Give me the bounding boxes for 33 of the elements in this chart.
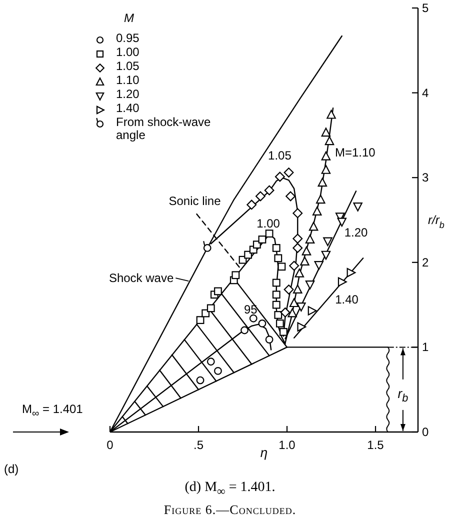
x-tick-label: .5 <box>194 438 204 452</box>
y-tick-label: 3 <box>422 170 429 185</box>
y-axis-title: r/r$_{b}$ <box>428 213 444 230</box>
x-tick-label: 1.0 <box>278 438 296 452</box>
annotation: 1.40 <box>335 292 359 306</box>
x-tick-label: 1.5 <box>367 438 384 452</box>
annotation: 95 <box>244 302 258 316</box>
text: (d) <box>4 462 19 476</box>
legend-label: 1.05 <box>116 58 140 74</box>
text: (d) M$_{∞}$ = 1.401. <box>184 480 276 498</box>
annotation: r$_{b}$ <box>396 386 410 404</box>
x-tick-label: 0 <box>106 438 114 452</box>
y-tick-label: 5 <box>422 1 429 15</box>
caption: Figure 6.—Concluded. <box>162 502 298 518</box>
annotation: 1.00 <box>256 216 280 230</box>
legend-label: 1.00 <box>116 44 140 60</box>
y-tick-label: 2 <box>422 255 429 270</box>
y-tick-label: 1 <box>422 340 429 354</box>
text: M$_{∞}$ = 1.401 <box>22 402 83 420</box>
annotation: M=1.10 <box>334 146 376 160</box>
legend-label: 0.95 <box>116 30 140 46</box>
legend-title: M <box>123 11 135 26</box>
y-tick-label: 0 <box>422 425 429 439</box>
annotation: Sonic line <box>168 194 222 208</box>
annotation: 1.20 <box>344 226 368 240</box>
annotation: 1.05 <box>268 148 292 163</box>
x-axis-title: η <box>260 445 268 460</box>
legend-label: 1.40 <box>116 100 140 116</box>
annotation: Shock wave <box>108 271 174 286</box>
legend-label: 1.20 <box>116 86 140 102</box>
legend-label: 1.10 <box>116 72 140 88</box>
y-tick-label: 4 <box>422 86 429 100</box>
legend-label: From shock-wave angle <box>116 114 212 143</box>
